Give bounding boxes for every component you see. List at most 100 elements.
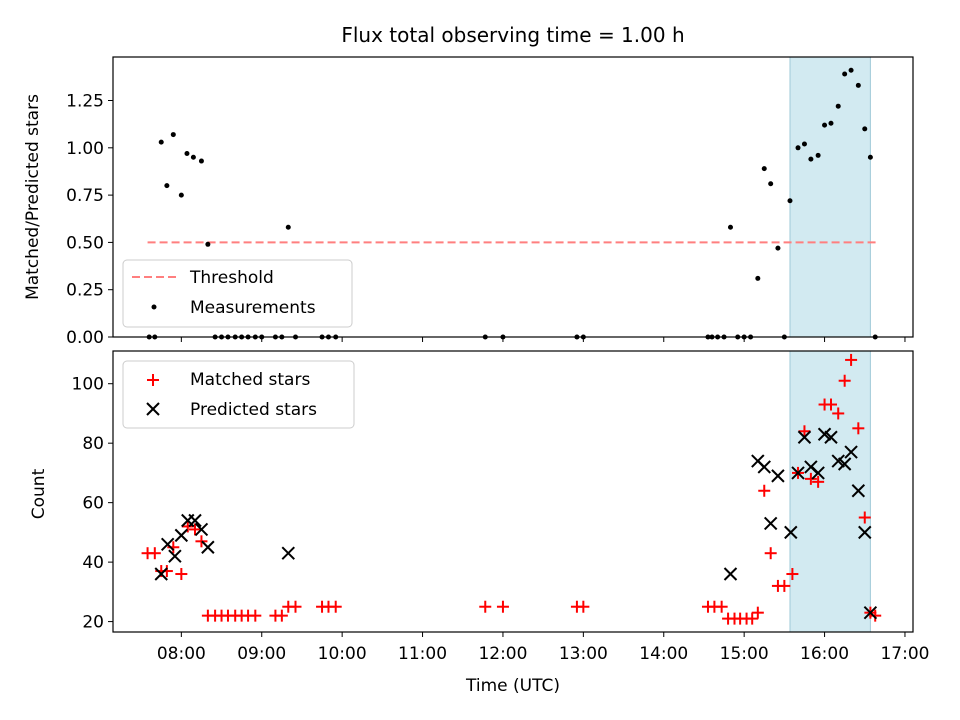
matched-stars-point — [289, 600, 302, 613]
y-tick-label: 20 — [82, 613, 104, 633]
predicted-stars-point — [797, 430, 812, 444]
matched-stars-point — [189, 523, 202, 536]
predicted-stars-stroke — [160, 537, 175, 551]
legend-measurements-marker — [151, 304, 157, 310]
predicted-stars-point — [160, 537, 175, 551]
predicted-stars-point — [201, 540, 215, 554]
chart-title: Flux total observing time = 1.00 h — [341, 23, 684, 47]
matched-stars-point — [824, 398, 837, 411]
predicted-stars-point — [168, 549, 182, 563]
x-axis-label: Time (UTC) — [465, 676, 560, 696]
measurement-point — [761, 166, 767, 172]
matched-stars-point — [275, 609, 288, 622]
predicted-stars-point — [188, 513, 202, 528]
matched-stars-point — [869, 609, 882, 622]
predicted-stars-stroke — [811, 466, 825, 480]
legend-measurements-label: Measurements — [190, 298, 316, 318]
measurement-point — [842, 71, 848, 77]
predicted-stars-point — [858, 525, 872, 540]
predicted-stars-point — [763, 516, 778, 531]
x-tick-label: 14:00 — [639, 644, 688, 664]
predicted-stars-point — [757, 460, 771, 474]
matched-stars-point — [181, 520, 194, 533]
measurement-point — [727, 224, 733, 230]
x-tick-label: 13:00 — [559, 644, 608, 664]
predicted-stars-stroke — [797, 430, 812, 444]
matched-stars-point — [845, 353, 858, 366]
matched-stars-point — [778, 579, 791, 592]
y-tick-label: 0.25 — [66, 281, 104, 301]
predicted-stars-point — [851, 484, 866, 498]
measurement-point — [862, 126, 868, 132]
matched-stars-point — [786, 568, 799, 581]
matched-stars-point — [764, 547, 777, 560]
predicted-stars-stroke — [174, 528, 189, 543]
bottom-plot-area: 20 40 60 80 100 08:00 09:00 10:00 11:00 12:00 13:0… — [72, 350, 929, 664]
measurement-point — [775, 245, 781, 251]
predicted-stars-point — [281, 546, 295, 560]
measurement-point — [801, 141, 807, 147]
matched-stars-point — [838, 374, 851, 387]
matched-stars-point — [852, 422, 865, 435]
measurement-point — [835, 103, 841, 109]
measurement-point — [198, 158, 204, 164]
measurement-point — [170, 132, 176, 138]
x-tick-label: 15:00 — [720, 644, 769, 664]
matched-stars-point — [148, 547, 161, 560]
predicted-stars-stroke — [771, 469, 785, 483]
predicted-stars-stroke — [844, 445, 858, 459]
measurement-point — [768, 181, 774, 187]
x-tick-label: 10:00 — [318, 644, 367, 664]
predicted-stars-stroke — [837, 457, 852, 471]
predicted-stars-point — [811, 466, 825, 480]
matched-stars-point — [798, 425, 811, 438]
y-tick-label: 100 — [72, 375, 104, 395]
x-tick-label: 12:00 — [478, 644, 527, 664]
legend-predicted-label: Predicted stars — [190, 400, 317, 420]
measurement-point — [184, 150, 190, 156]
matched-stars-point — [479, 600, 492, 613]
bottom-y-axis-label: Count — [29, 468, 49, 519]
predicted-stars-stroke — [791, 466, 805, 480]
x-tick-label: 08:00 — [157, 644, 206, 664]
matched-stars-point — [329, 600, 342, 613]
legend-predicted-marker — [146, 402, 160, 416]
predicted-stars-point — [824, 430, 838, 444]
matched-stars-point — [758, 484, 771, 497]
y-tick-label: 1.25 — [66, 92, 104, 112]
measurement-point — [787, 198, 793, 204]
top-plot-area: 0.00 0.25 0.50 0.75 1.00 1.25 — [66, 56, 914, 348]
matched-stars-point — [751, 606, 764, 619]
matched-stars-point — [832, 407, 845, 420]
measurement-point — [815, 152, 821, 158]
predicted-stars-point — [837, 457, 852, 471]
axes-frame — [112, 56, 914, 338]
matched-stars-point — [175, 568, 188, 581]
matched-stars-point — [812, 475, 825, 488]
predicted-stars-stroke — [851, 484, 866, 498]
measurement-point — [822, 122, 828, 128]
predicted-stars-stroke — [281, 546, 295, 560]
predicted-stars-stroke — [188, 513, 202, 528]
predicted-stars-point — [154, 567, 168, 581]
x-tick-label: 17:00 — [880, 644, 929, 664]
predicted-stars-stroke — [784, 525, 798, 540]
y-tick-label: 1.00 — [66, 139, 104, 159]
predicted-stars-stroke — [817, 427, 832, 441]
predicted-stars-stroke — [863, 605, 878, 620]
predicted-stars-stroke — [831, 454, 845, 468]
predicted-stars-stroke — [763, 516, 778, 531]
y-tick-label: 40 — [82, 553, 104, 573]
predicted-stars-stroke — [154, 567, 168, 581]
measurement-point — [848, 67, 854, 73]
measurement-point — [285, 224, 291, 230]
predicted-stars-stroke — [194, 522, 209, 537]
matched-stars-point — [249, 609, 262, 622]
top-y-axis-label: Matched/Predicted stars — [23, 94, 43, 300]
matched-stars-point — [577, 600, 590, 613]
measurement-point — [205, 241, 211, 247]
predicted-stars-stroke — [168, 549, 182, 563]
measurement-point — [178, 192, 184, 198]
predicted-stars-point — [723, 567, 738, 581]
